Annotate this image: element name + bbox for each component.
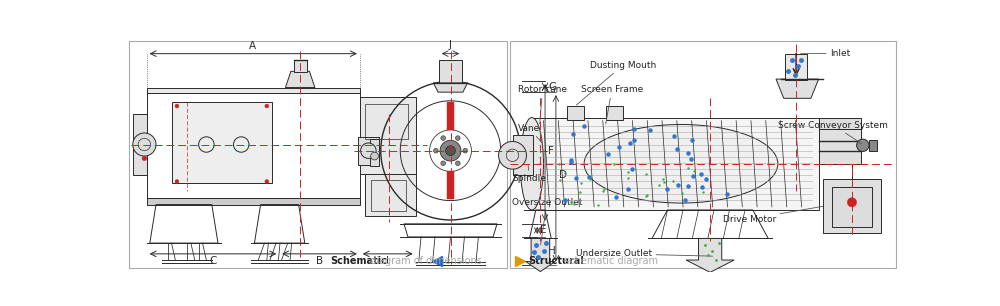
Bar xyxy=(129,41,507,268)
Text: schematic diagram: schematic diagram xyxy=(561,256,658,266)
Bar xyxy=(365,104,408,139)
Text: Undersize Outlet: Undersize Outlet xyxy=(576,249,713,258)
Bar xyxy=(147,91,360,198)
Circle shape xyxy=(371,152,378,160)
Circle shape xyxy=(175,104,179,108)
Text: Structural: Structural xyxy=(528,256,584,266)
Text: H: H xyxy=(548,246,556,256)
Bar xyxy=(439,60,462,83)
Bar xyxy=(819,118,861,129)
Circle shape xyxy=(265,180,269,183)
Text: Vane: Vane xyxy=(518,124,543,144)
Circle shape xyxy=(455,161,460,166)
Bar xyxy=(785,54,807,80)
Bar xyxy=(512,135,533,175)
Bar xyxy=(147,198,360,205)
Bar xyxy=(447,102,454,130)
Circle shape xyxy=(455,136,460,140)
Text: Inlet: Inlet xyxy=(801,49,850,58)
Circle shape xyxy=(446,146,455,155)
Bar xyxy=(567,106,584,120)
Bar xyxy=(510,41,896,268)
Circle shape xyxy=(265,104,269,108)
Text: B: B xyxy=(316,256,323,266)
Bar xyxy=(532,118,819,210)
Bar xyxy=(869,140,877,151)
Text: Spindle: Spindle xyxy=(512,165,546,184)
Text: Schematic: Schematic xyxy=(330,256,387,266)
Circle shape xyxy=(361,143,376,159)
Bar xyxy=(447,171,454,199)
Bar xyxy=(819,129,861,164)
Bar xyxy=(832,187,872,227)
Bar xyxy=(133,114,147,175)
Bar xyxy=(147,88,360,93)
Bar xyxy=(822,179,881,233)
Polygon shape xyxy=(686,238,734,272)
Bar xyxy=(371,180,406,211)
Ellipse shape xyxy=(584,125,778,203)
Bar xyxy=(294,60,307,72)
Text: A: A xyxy=(249,41,256,50)
Circle shape xyxy=(499,141,526,169)
Text: F: F xyxy=(548,146,554,156)
Circle shape xyxy=(440,140,461,161)
Text: J: J xyxy=(449,40,452,50)
Circle shape xyxy=(441,161,446,166)
Text: E: E xyxy=(540,226,547,235)
Polygon shape xyxy=(433,83,468,92)
Bar xyxy=(365,174,416,216)
Bar xyxy=(370,139,379,166)
Circle shape xyxy=(463,148,467,153)
Text: Screw Conveyor System: Screw Conveyor System xyxy=(778,121,888,144)
Circle shape xyxy=(441,136,446,140)
Bar xyxy=(172,102,272,183)
Text: diagram of dimensions: diagram of dimensions xyxy=(367,256,482,266)
Text: Screen Frame: Screen Frame xyxy=(581,85,643,124)
Circle shape xyxy=(857,139,869,151)
Circle shape xyxy=(434,148,438,153)
Text: G: G xyxy=(548,82,556,92)
Circle shape xyxy=(847,198,857,207)
Text: I: I xyxy=(386,256,389,266)
Polygon shape xyxy=(285,71,315,88)
Bar xyxy=(606,106,623,120)
Circle shape xyxy=(133,133,156,156)
Text: Dusting Mouth: Dusting Mouth xyxy=(576,61,656,105)
Text: D: D xyxy=(559,170,567,180)
Text: Drive Motor: Drive Motor xyxy=(723,206,823,223)
Bar xyxy=(358,137,379,165)
Polygon shape xyxy=(526,238,555,271)
Circle shape xyxy=(142,156,147,161)
Bar xyxy=(360,97,416,174)
Text: C: C xyxy=(209,256,216,266)
Ellipse shape xyxy=(520,118,544,210)
Text: Rotor cane: Rotor cane xyxy=(518,85,567,124)
Polygon shape xyxy=(776,79,819,98)
Bar xyxy=(522,137,544,165)
Circle shape xyxy=(175,180,179,183)
Text: Oversize Outlet: Oversize Outlet xyxy=(512,198,582,245)
